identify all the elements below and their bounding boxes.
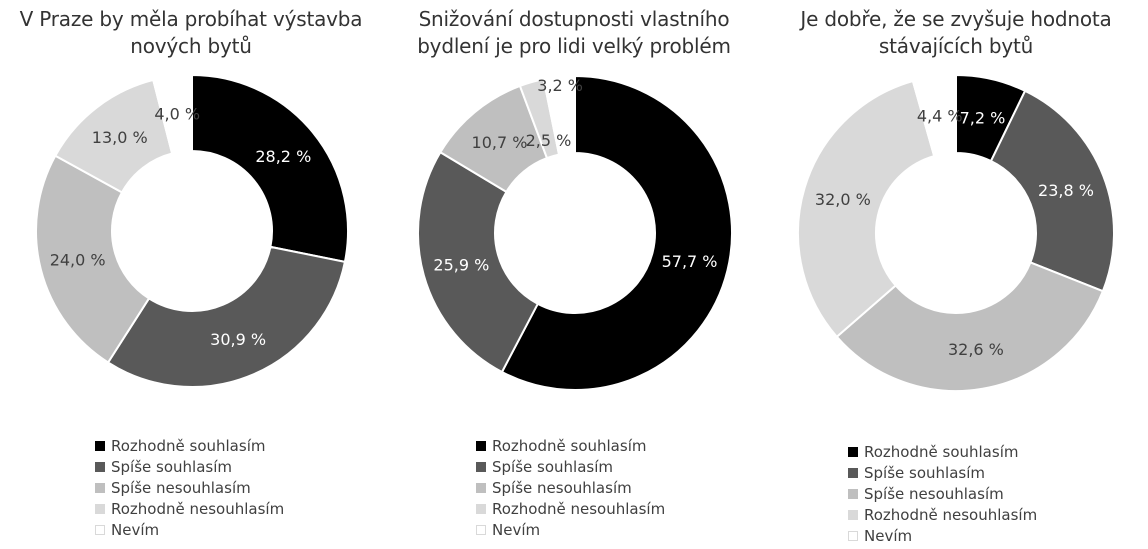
chart-title: Je dobře, že se zvyšuje hodnota stávajíc… bbox=[765, 6, 1147, 60]
donut-chart: 28,2 % 30,9 % 24,0 % 13,0 % 4,0 % bbox=[35, 73, 349, 388]
chart-title-line: V Praze by měla probíhat výstavba bbox=[19, 7, 363, 31]
legend-swatch bbox=[848, 509, 858, 520]
chart-panel-1: V Praze by měla probíhat výstavba nových… bbox=[0, 0, 382, 549]
legend-item-rozhodne-souhlasim: Rozhodně souhlasím bbox=[848, 441, 1037, 462]
legend-label: Nevím bbox=[492, 520, 541, 539]
data-label-rozhodne-nesouhlasim: 2,5 % bbox=[526, 131, 572, 150]
slice-spise-souhlasim bbox=[989, 89, 1115, 293]
chart-title-line: stávajících bytů bbox=[878, 34, 1034, 58]
chart-legend: Rozhodně souhlasím Spíše souhlasím Spíše… bbox=[95, 435, 284, 540]
legend-item-spise-nesouhlasim: Spíše nesouhlasím bbox=[476, 477, 665, 498]
legend-swatch bbox=[848, 530, 858, 541]
legend-label: Spíše nesouhlasím bbox=[111, 478, 251, 497]
legend-swatch bbox=[95, 524, 105, 535]
chart-title-line: Je dobře, že se zvyšuje hodnota bbox=[800, 7, 1112, 31]
legend-label: Rozhodně souhlasím bbox=[864, 442, 1019, 461]
legend-item-spise-souhlasim: Spíše souhlasím bbox=[848, 462, 1037, 483]
data-label-nevim: 3,2 % bbox=[537, 76, 583, 95]
data-label-rozhodne-nesouhlasim: 13,0 % bbox=[92, 128, 148, 147]
chart-legend: Rozhodně souhlasím Spíše souhlasím Spíše… bbox=[476, 435, 665, 540]
chart-legend: Rozhodně souhlasím Spíše souhlasím Spíše… bbox=[848, 441, 1037, 546]
legend-swatch bbox=[95, 482, 105, 493]
legend-swatch bbox=[476, 503, 486, 514]
chart-title: Snižování dostupnosti vlastního bydlení … bbox=[383, 6, 765, 60]
legend-label: Nevím bbox=[111, 520, 160, 539]
legend-item-nevim: Nevím bbox=[95, 519, 284, 540]
legend-item-rozhodne-nesouhlasim: Rozhodně nesouhlasím bbox=[95, 498, 284, 519]
data-label-rozhodne-souhlasim: 7,2 % bbox=[960, 109, 1006, 128]
slice-nevim bbox=[542, 74, 576, 156]
legend-label: Spíše souhlasím bbox=[111, 457, 232, 476]
slice-spise-nesouhlasim bbox=[35, 154, 151, 364]
slice-nevim bbox=[911, 73, 957, 158]
legend-label: Spíše nesouhlasím bbox=[864, 484, 1004, 503]
data-label-nevim: 4,0 % bbox=[154, 104, 200, 123]
chart-title: V Praze by měla probíhat výstavba nových… bbox=[0, 6, 382, 60]
slice-spise-souhlasim bbox=[106, 245, 347, 388]
slice-nevim bbox=[152, 73, 193, 155]
legend-label: Nevím bbox=[864, 526, 913, 545]
legend-swatch bbox=[848, 488, 858, 499]
legend-swatch bbox=[95, 461, 105, 472]
data-label-spise-souhlasim: 23,8 % bbox=[1038, 181, 1094, 200]
chart-panel-3: Je dobře, že se zvyšuje hodnota stávajíc… bbox=[765, 0, 1147, 549]
chart-title-line: Snižování dostupnosti vlastního bbox=[418, 7, 730, 31]
legend-item-rozhodne-souhlasim: Rozhodně souhlasím bbox=[95, 435, 284, 456]
legend-item-spise-souhlasim: Spíše souhlasím bbox=[95, 456, 284, 477]
legend-swatch bbox=[95, 503, 105, 514]
legend-item-rozhodne-souhlasim: Rozhodně souhlasím bbox=[476, 435, 665, 456]
legend-label: Spíše souhlasím bbox=[492, 457, 613, 476]
legend-swatch bbox=[476, 461, 486, 472]
legend-item-spise-souhlasim: Spíše souhlasím bbox=[476, 456, 665, 477]
donut-chart: 57,7 % 25,9 % 10,7 %2,5 % 3,2 % bbox=[417, 74, 733, 391]
slice-rozhodne-souhlasim bbox=[191, 73, 349, 264]
legend-label: Spíše nesouhlasím bbox=[492, 478, 632, 497]
legend-item-nevim: Nevím bbox=[476, 519, 665, 540]
data-label-rozhodne-nesouhlasim: 32,0 % bbox=[815, 190, 871, 209]
data-label-spise-souhlasim: 30,9 % bbox=[210, 330, 266, 349]
slice-rozhodne-nesouhlasim bbox=[797, 79, 936, 339]
data-label-spise-nesouhlasim: 32,6 % bbox=[948, 340, 1004, 359]
legend-label: Rozhodně nesouhlasím bbox=[864, 505, 1038, 524]
donut-chart: 7,2 % 23,8 % 32,6 % 32,0 % 4,4 % bbox=[797, 73, 1115, 392]
legend-swatch bbox=[848, 467, 858, 478]
legend-swatch bbox=[848, 446, 858, 457]
data-label-spise-nesouhlasim: 24,0 % bbox=[50, 251, 106, 270]
legend-swatch bbox=[476, 482, 486, 493]
chart-title-line: bydlení je pro lidi velký problém bbox=[417, 34, 731, 58]
legend-item-spise-nesouhlasim: Spíše nesouhlasím bbox=[95, 477, 284, 498]
data-label-spise-souhlasim: 25,9 % bbox=[433, 255, 489, 274]
data-label-rozhodne-souhlasim: 28,2 % bbox=[255, 147, 311, 166]
legend-label: Rozhodně nesouhlasím bbox=[111, 499, 285, 518]
legend-item-spise-nesouhlasim: Spíše nesouhlasím bbox=[848, 483, 1037, 504]
slice-spise-nesouhlasim bbox=[835, 261, 1105, 392]
slice-rozhodne-souhlasim bbox=[500, 74, 733, 391]
legend-swatch bbox=[476, 440, 486, 451]
chart-title-line: nových bytů bbox=[130, 34, 252, 58]
legend-label: Rozhodně souhlasím bbox=[111, 436, 266, 455]
data-label-nevim: 4,4 % bbox=[917, 107, 963, 126]
slice-spise-souhlasim bbox=[417, 150, 540, 374]
legend-label: Rozhodně souhlasím bbox=[492, 436, 647, 455]
data-label-rozhodne-souhlasim: 57,7 % bbox=[662, 252, 718, 271]
legend-item-rozhodne-nesouhlasim: Rozhodně nesouhlasím bbox=[476, 498, 665, 519]
data-label-spise-nesouhlasim: 10,7 % bbox=[472, 133, 528, 152]
legend-label: Spíše souhlasím bbox=[864, 463, 985, 482]
legend-swatch bbox=[95, 440, 105, 451]
legend-item-nevim: Nevím bbox=[848, 525, 1037, 546]
chart-panel-2: Snižování dostupnosti vlastního bydlení … bbox=[383, 0, 765, 549]
legend-swatch bbox=[476, 524, 486, 535]
legend-item-rozhodne-nesouhlasim: Rozhodně nesouhlasím bbox=[848, 504, 1037, 525]
legend-label: Rozhodně nesouhlasím bbox=[492, 499, 666, 518]
